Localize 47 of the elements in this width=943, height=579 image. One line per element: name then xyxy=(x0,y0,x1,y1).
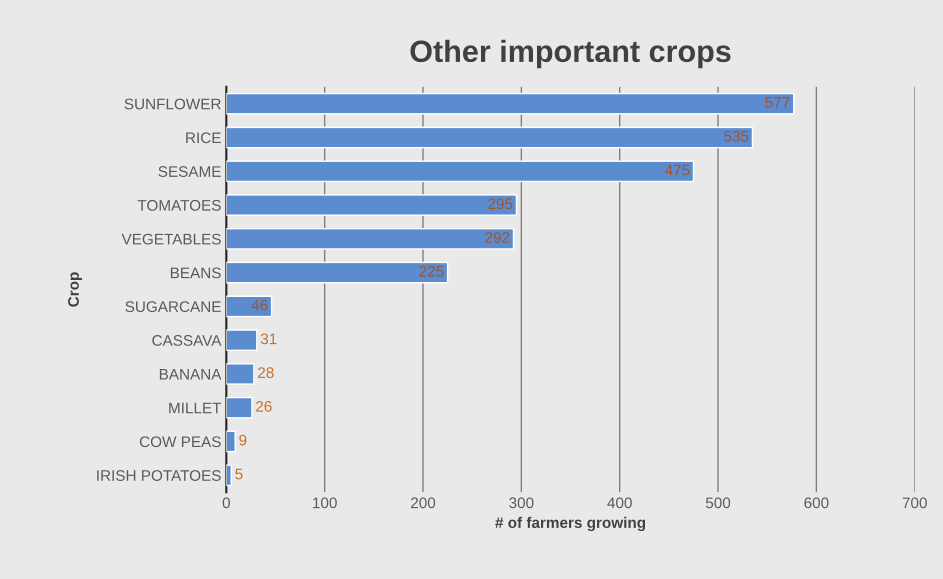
bar xyxy=(226,329,258,351)
y-tick-label: SUGARCANE xyxy=(125,301,221,312)
data-label: 28 xyxy=(258,367,274,378)
bar xyxy=(226,296,272,318)
chart-title: Other important crops xyxy=(410,40,731,68)
x-tick-label: 100 xyxy=(313,497,337,508)
x-tick-label: 500 xyxy=(706,497,730,508)
bar xyxy=(226,430,236,452)
data-label: 535 xyxy=(724,130,748,142)
data-label: 5 xyxy=(235,468,243,480)
bar xyxy=(226,396,253,419)
data-label: 475 xyxy=(664,164,690,176)
y-tick-label: BEANS xyxy=(170,267,221,278)
data-label: 9 xyxy=(239,434,246,446)
data-label: 577 xyxy=(765,97,790,108)
bar xyxy=(226,194,518,216)
data-label: 31 xyxy=(260,333,276,344)
y-tick-label: RICE xyxy=(186,132,221,144)
y-tick-label: MILLET xyxy=(169,402,222,414)
y-axis-title: Crop xyxy=(68,272,82,307)
y-tick-label: COW PEAS xyxy=(140,436,221,448)
y-tick-label: TOMATOES xyxy=(138,200,221,211)
y-tick-label: SUNFLOWER xyxy=(124,98,221,110)
x-tick-label: 700 xyxy=(902,497,927,508)
y-tick-label: VEGETABLES xyxy=(122,234,221,245)
bar xyxy=(226,363,255,385)
x-tick-label: 600 xyxy=(804,497,829,508)
y-tick-label: BANANA xyxy=(160,368,222,380)
bar xyxy=(226,228,514,250)
x-tick-label: 300 xyxy=(509,497,534,508)
bar xyxy=(226,92,794,115)
y-tick-label: CASSAVA xyxy=(152,335,222,346)
bar xyxy=(226,160,694,182)
data-label: 225 xyxy=(419,266,444,277)
data-label: 46 xyxy=(251,300,268,310)
y-tick-label: SESAME xyxy=(158,166,221,177)
x-tick-label: 0 xyxy=(222,497,230,508)
y-tick-label: IRISH POTATOES xyxy=(97,470,221,481)
x-tick-label: 400 xyxy=(607,497,632,508)
bar xyxy=(226,262,448,284)
x-axis-title: # of farmers growing xyxy=(495,516,646,532)
data-label: 295 xyxy=(488,198,512,210)
bar xyxy=(226,126,754,148)
data-label: 26 xyxy=(256,400,272,412)
bar xyxy=(226,464,232,486)
x-tick-label: 200 xyxy=(411,497,436,508)
data-label: 292 xyxy=(485,232,510,243)
